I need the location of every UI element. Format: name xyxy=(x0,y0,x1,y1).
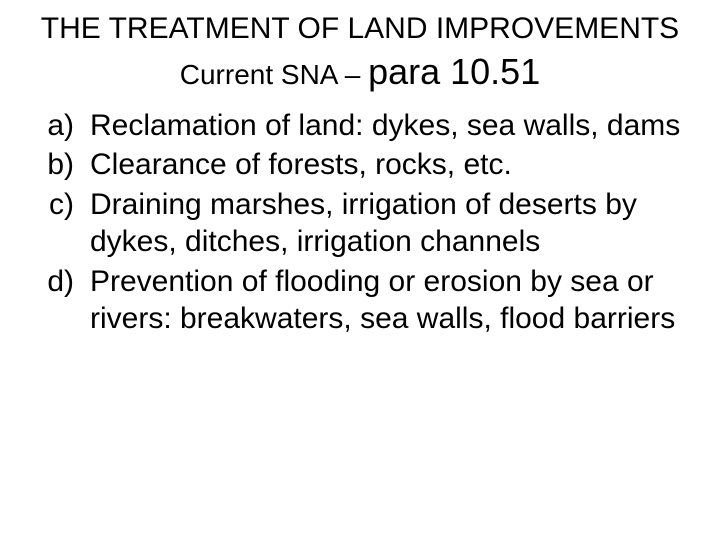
list-item: b) Clearance of forests, rocks, etc. xyxy=(30,146,690,184)
list-text: Prevention of flooding or erosion by sea… xyxy=(90,263,690,338)
list-item: d) Prevention of flooding or erosion by … xyxy=(30,263,690,338)
list-text: Clearance of forests, rocks, etc. xyxy=(90,146,690,184)
list-text: Draining marshes, irrigation of deserts … xyxy=(90,186,690,261)
slide-subtitle: Current SNA – para 10.51 xyxy=(30,51,690,93)
subtitle-context: Current SNA – xyxy=(180,59,368,90)
slide-title: THE TREATMENT OF LAND IMPROVEMENTS xyxy=(30,12,690,47)
list-marker: c) xyxy=(30,186,90,261)
list-marker: d) xyxy=(30,263,90,338)
list-text: Reclamation of land: dykes, sea walls, d… xyxy=(90,107,690,145)
list-item: c) Draining marshes, irrigation of deser… xyxy=(30,186,690,261)
list-marker: a) xyxy=(30,107,90,145)
list-marker: b) xyxy=(30,146,90,184)
improvements-list: a) Reclamation of land: dykes, sea walls… xyxy=(30,107,690,338)
list-item: a) Reclamation of land: dykes, sea walls… xyxy=(30,107,690,145)
subtitle-reference: para 10.51 xyxy=(368,51,540,92)
